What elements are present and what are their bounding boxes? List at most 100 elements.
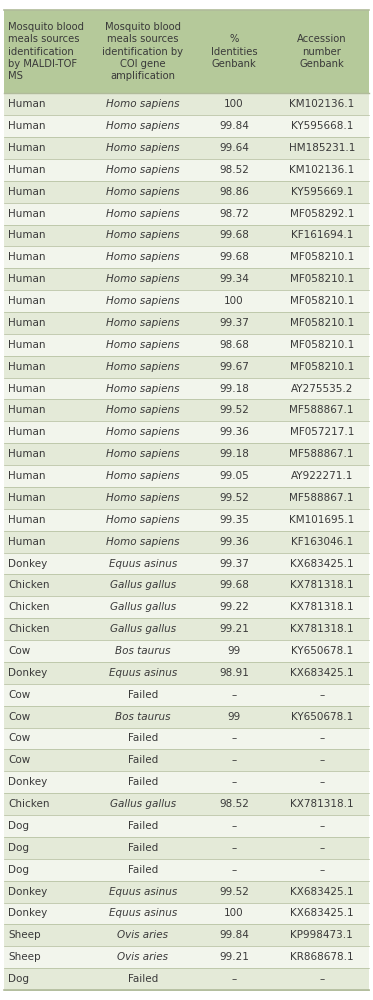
Bar (4, 181, 91, 203)
Text: –: – (231, 865, 236, 875)
Text: MF588867.1: MF588867.1 (289, 449, 354, 459)
Text: Human: Human (8, 384, 46, 394)
Text: –: – (231, 974, 236, 984)
Bar (91, 399, 194, 421)
Text: 99.22: 99.22 (219, 602, 249, 612)
Text: –: – (231, 755, 236, 765)
Bar (274, 946, 369, 968)
Bar (194, 815, 274, 837)
Bar (4, 487, 91, 509)
Text: Homo sapiens: Homo sapiens (106, 471, 179, 481)
Bar (274, 137, 369, 159)
Bar (4, 334, 91, 356)
Bar (274, 749, 369, 771)
Text: MF058210.1: MF058210.1 (289, 362, 354, 372)
Bar (91, 487, 194, 509)
Text: Homo sapiens: Homo sapiens (106, 230, 179, 240)
Bar (194, 268, 274, 290)
Bar (194, 881, 274, 903)
Text: Human: Human (8, 318, 46, 328)
Text: 99.52: 99.52 (219, 405, 249, 415)
Text: 99.21: 99.21 (219, 624, 249, 634)
Text: 99.68: 99.68 (219, 252, 249, 262)
Text: Bos taurus: Bos taurus (115, 646, 170, 656)
Text: 99.52: 99.52 (219, 493, 249, 503)
Bar (4, 93, 91, 115)
Text: Dog: Dog (8, 821, 29, 831)
Text: Dog: Dog (8, 843, 29, 853)
Bar (274, 837, 369, 859)
Text: Homo sapiens: Homo sapiens (106, 384, 179, 394)
Text: Sheep: Sheep (8, 930, 41, 940)
Bar (4, 10, 91, 93)
Bar (194, 312, 274, 334)
Bar (194, 596, 274, 618)
Text: Failed: Failed (128, 821, 158, 831)
Bar (194, 728, 274, 749)
Text: AY922271.1: AY922271.1 (291, 471, 353, 481)
Text: KF163046.1: KF163046.1 (291, 537, 353, 547)
Bar (194, 946, 274, 968)
Bar (274, 246, 369, 268)
Bar (274, 859, 369, 881)
Bar (274, 225, 369, 246)
Text: MF058292.1: MF058292.1 (289, 209, 354, 219)
Bar (91, 859, 194, 881)
Bar (274, 596, 369, 618)
Bar (91, 574, 194, 596)
Bar (194, 487, 274, 509)
Bar (274, 706, 369, 728)
Bar (4, 662, 91, 684)
Text: KF161694.1: KF161694.1 (291, 230, 353, 240)
Text: Homo sapiens: Homo sapiens (106, 537, 179, 547)
Text: Human: Human (8, 449, 46, 459)
Bar (91, 815, 194, 837)
Text: Equus asinus: Equus asinus (109, 668, 177, 678)
Bar (274, 968, 369, 990)
Bar (4, 443, 91, 465)
Bar (4, 203, 91, 225)
Text: 98.52: 98.52 (219, 165, 249, 175)
Text: Homo sapiens: Homo sapiens (106, 165, 179, 175)
Text: Homo sapiens: Homo sapiens (106, 427, 179, 437)
Text: 98.72: 98.72 (219, 209, 249, 219)
Text: 98.91: 98.91 (219, 668, 249, 678)
Bar (274, 93, 369, 115)
Bar (4, 968, 91, 990)
Bar (4, 421, 91, 443)
Bar (91, 10, 194, 93)
Bar (274, 640, 369, 662)
Bar (4, 924, 91, 946)
Bar (274, 115, 369, 137)
Bar (274, 574, 369, 596)
Bar (4, 509, 91, 531)
Bar (91, 465, 194, 487)
Bar (194, 203, 274, 225)
Bar (91, 640, 194, 662)
Bar (91, 553, 194, 574)
Text: Sheep: Sheep (8, 952, 41, 962)
Bar (4, 159, 91, 181)
Bar (274, 728, 369, 749)
Bar (4, 290, 91, 312)
Bar (4, 946, 91, 968)
Text: –: – (319, 733, 325, 743)
Text: Homo sapiens: Homo sapiens (106, 99, 179, 109)
Text: Failed: Failed (128, 733, 158, 743)
Bar (4, 881, 91, 903)
Bar (274, 203, 369, 225)
Text: KP998473.1: KP998473.1 (290, 930, 353, 940)
Bar (4, 706, 91, 728)
Text: MF057217.1: MF057217.1 (289, 427, 354, 437)
Bar (91, 531, 194, 553)
Text: MF058210.1: MF058210.1 (289, 274, 354, 284)
Bar (91, 924, 194, 946)
Bar (194, 662, 274, 684)
Text: Donkey: Donkey (8, 908, 47, 918)
Bar (4, 596, 91, 618)
Text: MF058210.1: MF058210.1 (289, 252, 354, 262)
Bar (91, 684, 194, 706)
Text: Human: Human (8, 362, 46, 372)
Bar (274, 924, 369, 946)
Text: 99.37: 99.37 (219, 559, 249, 569)
